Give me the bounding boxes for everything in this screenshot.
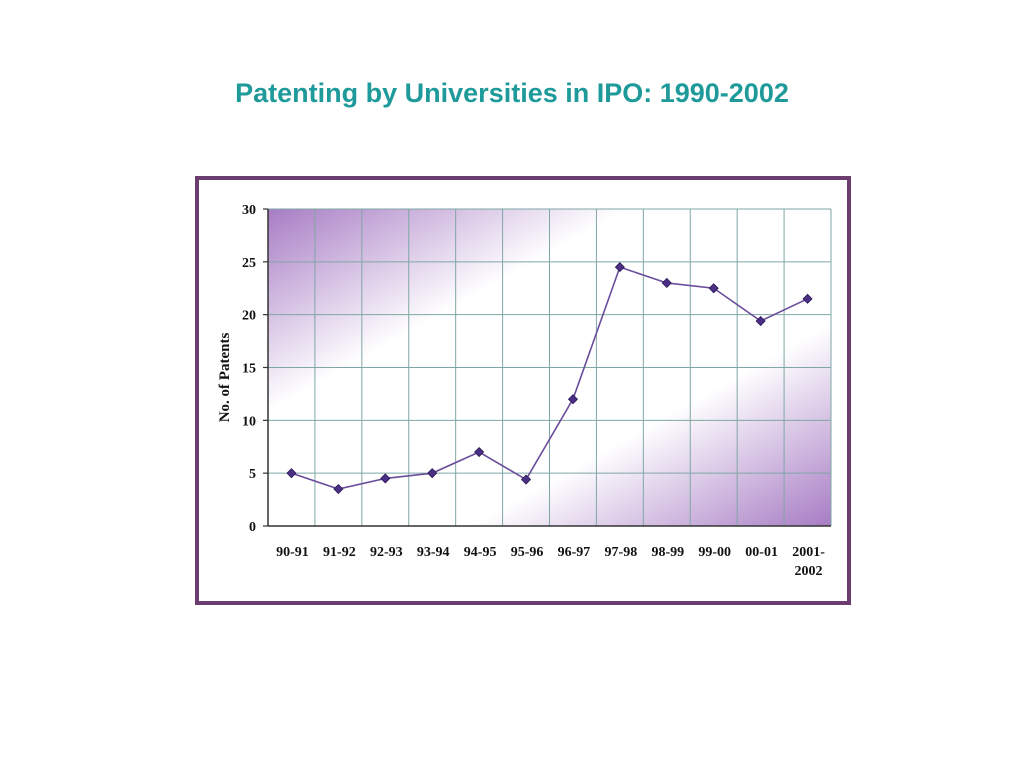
y-tick-label: 10 <box>242 414 256 429</box>
y-tick-label: 25 <box>242 256 256 271</box>
x-tick-label: 2001- <box>792 545 825 560</box>
chart-frame: 0 5 10 15 20 25 30 90-91 91-92 92-93 93-94 94-95 95… <box>195 176 851 605</box>
y-tick-label: 30 <box>242 203 256 218</box>
x-tick-label: 92-93 <box>370 545 403 560</box>
data-point <box>567 394 579 405</box>
x-tick-label: 98-99 <box>651 545 684 560</box>
y-tick-label: 0 <box>249 520 256 535</box>
y-tick-label: 15 <box>242 362 256 377</box>
y-axis-title: No. of Patents <box>217 333 233 423</box>
data-point <box>802 293 813 304</box>
x-tick-label: 00-01 <box>745 545 778 560</box>
x-tick-label: 90-91 <box>276 545 309 560</box>
x-tick-label: 96-97 <box>558 545 591 560</box>
data-point <box>520 474 532 485</box>
x-tick-labels: 90-91 91-92 92-93 93-94 94-95 95-96 96-97 97-98… <box>276 545 825 579</box>
x-tick-label: 95-96 <box>511 545 544 560</box>
data-point <box>380 473 391 484</box>
x-tick-label: 99-00 <box>698 545 731 560</box>
line-chart: 0 5 10 15 20 25 30 90-91 91-92 92-93 93-94 94-95 95… <box>217 203 832 579</box>
series-group <box>286 262 813 495</box>
data-point <box>333 483 344 495</box>
x-tick-label: 2002 <box>795 564 823 579</box>
y-tick-labels: 0 5 10 15 20 25 30 <box>242 203 256 535</box>
data-point <box>661 277 672 289</box>
series-line <box>291 266 808 490</box>
data-point <box>286 468 297 479</box>
data-point <box>755 315 766 327</box>
data-point <box>427 468 438 479</box>
y-tick-label: 20 <box>242 309 256 324</box>
slide-title: Patenting by Universities in IPO: 1990-2… <box>235 78 789 108</box>
x-tick-label: 91-92 <box>323 545 356 560</box>
axes <box>263 208 831 527</box>
data-point <box>708 283 719 294</box>
x-tick-label: 93-94 <box>417 545 450 560</box>
y-tick-label: 5 <box>249 467 256 482</box>
data-point <box>614 262 625 273</box>
data-point <box>474 446 485 458</box>
x-tick-label: 97-98 <box>605 545 638 560</box>
x-tick-label: 94-95 <box>464 545 497 560</box>
